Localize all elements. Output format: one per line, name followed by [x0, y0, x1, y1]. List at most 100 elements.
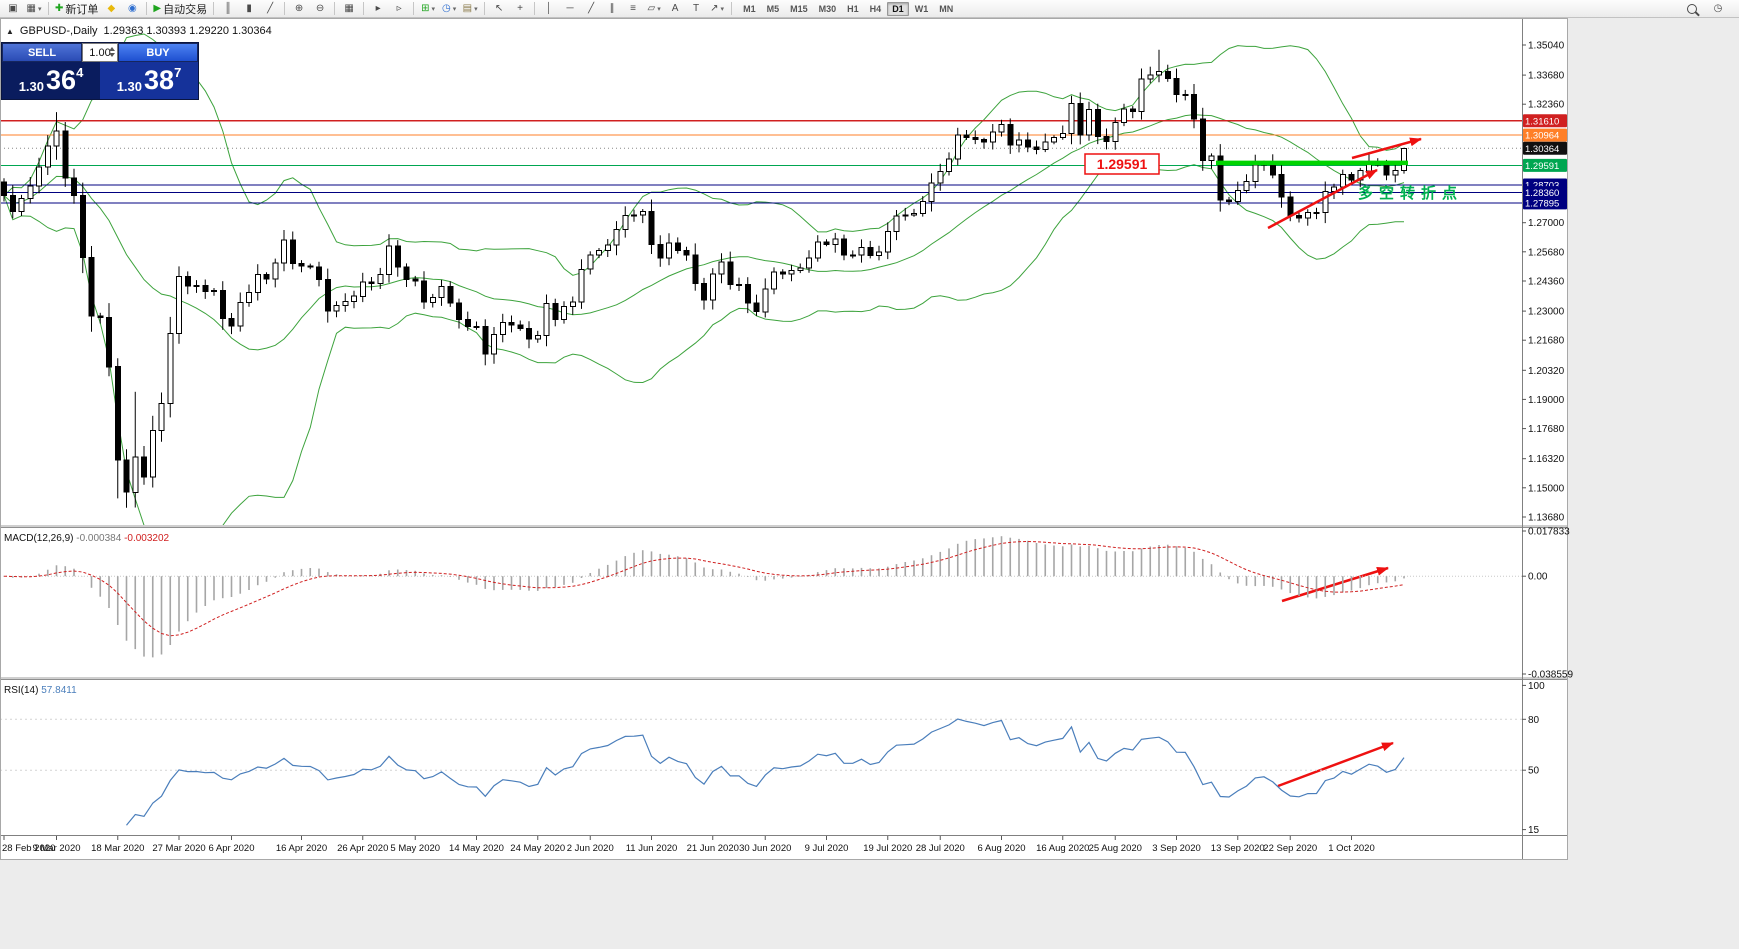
tile-windows-icon[interactable]: ▦ — [344, 3, 354, 14]
price-callout-text: 1.29591 — [1097, 156, 1148, 172]
chart-window-background — [0, 18, 1568, 860]
auto-scroll-icon[interactable]: ▸ — [375, 3, 381, 14]
candle-body — [928, 182, 935, 203]
sell-price-display[interactable]: 1.30 36 4 — [2, 62, 100, 99]
candle-body — [823, 241, 830, 246]
price-badge-1.30964 — [1523, 128, 1567, 142]
chart-shift-icon[interactable]: ▹ — [396, 3, 402, 14]
timeframe-m1[interactable]: M1 — [743, 3, 756, 14]
quick-nav-icon[interactable]: ◷ — [1713, 3, 1723, 14]
candle-body — [858, 246, 865, 256]
pane-splitter[interactable] — [0, 677, 1568, 680]
price-axis[interactable]: 1.35040 1.33680 1.32360 1.27000 1.25680 1.243… — [1522, 41, 1573, 837]
timeframe-m5[interactable]: M5 — [766, 3, 780, 14]
price-axis-label: 1.35040 — [1528, 41, 1565, 52]
candle-body — [902, 214, 909, 217]
arrows-tool-icon[interactable]: ↗ ▾ — [710, 3, 725, 14]
trade-panel-prices-row: 1.30 36 4 1.30 38 7 — [2, 62, 198, 99]
cursor-icon[interactable]: ↖ — [494, 3, 504, 14]
pane-splitter[interactable] — [0, 525, 1568, 528]
timeframe-d1[interactable]: D1 — [887, 1, 909, 16]
autotrading-button[interactable]: ▶ 自动交易 — [153, 3, 208, 16]
price-badge-text: 1.30964 — [1525, 131, 1559, 142]
buy-price-display[interactable]: 1.30 38 7 — [100, 62, 198, 99]
toolbar-right-group: ◷ — [1682, 1, 1736, 16]
candle-body — [1243, 180, 1250, 191]
trend-arrow-main[interactable] — [1267, 168, 1378, 230]
macd-axis-label: 0.00 — [1528, 572, 1548, 583]
new-order-button[interactable]: ✚ 新订单 — [55, 3, 99, 16]
vertical-line-icon[interactable]: │ — [545, 3, 553, 14]
crosshair-icon[interactable]: + — [517, 3, 524, 14]
price-axis-label: 1.19000 — [1528, 395, 1565, 406]
candle-body — [1313, 212, 1320, 214]
rsi-trend-arrow[interactable] — [1277, 741, 1394, 788]
candle-body — [36, 166, 42, 187]
candle-body — [1278, 174, 1285, 198]
trendline-icon[interactable]: ╱ — [588, 3, 595, 14]
candlestick-chart-icon[interactable]: ▮ — [246, 3, 252, 14]
candle-body — [62, 130, 69, 179]
candle-body — [954, 134, 961, 160]
candle-body — [44, 145, 51, 168]
toolbar-separator — [363, 2, 365, 15]
bollinger-middle-band — [3, 114, 1405, 351]
turning-point-note[interactable]: 多空转折点 — [1358, 184, 1463, 202]
lot-spinner[interactable] — [109, 47, 115, 57]
timeframe-m15[interactable]: M15 — [790, 3, 808, 14]
collapse-triangle-icon[interactable]: ▲ — [6, 26, 14, 36]
candle-body — [333, 305, 340, 312]
horizontal-line-icon[interactable]: ─ — [566, 3, 574, 14]
symbol-search-icon[interactable] — [1682, 1, 1702, 16]
periods-icon[interactable]: ◷ ▾ — [441, 3, 457, 14]
chart-profiles-icon[interactable]: ▦ ▾ — [26, 3, 42, 14]
templates-icon[interactable]: ▤ ▾ — [462, 3, 478, 14]
candle-body — [814, 241, 821, 259]
candle-body — [1208, 155, 1215, 161]
candle-body — [368, 281, 375, 284]
time-axis-label: 14 May 2020 — [449, 843, 504, 854]
timeframe-w1[interactable]: W1 — [914, 3, 929, 14]
candle-body — [412, 278, 419, 282]
candle-body — [587, 254, 594, 270]
timeframe-h1[interactable]: H1 — [847, 3, 859, 14]
zoom-in-icon[interactable]: ⊕ — [294, 3, 304, 14]
new-chart-icon[interactable]: ▣ — [8, 3, 18, 14]
lot-increase-icon[interactable] — [109, 47, 115, 51]
lot-decrease-icon[interactable] — [109, 53, 115, 57]
indicators-icon[interactable]: ⊞ ▾ — [421, 3, 436, 14]
buy-button[interactable]: BUY — [118, 43, 198, 62]
price-callout-box[interactable] — [1084, 153, 1160, 175]
toolbar-separator — [146, 2, 148, 15]
candle-body — [1182, 94, 1189, 96]
time-axis-label: 30 Jun 2020 — [739, 843, 791, 854]
candle-body — [1331, 186, 1337, 192]
timeframe-h4[interactable]: H4 — [869, 3, 882, 14]
time-axis-label: 6 Aug 2020 — [977, 843, 1025, 854]
line-chart-icon[interactable]: ╱ — [267, 3, 274, 14]
macd-signal-line — [3, 540, 1405, 637]
fibonacci-icon[interactable]: ≡ — [630, 3, 637, 14]
sell-button[interactable]: SELL — [2, 43, 82, 62]
bar-chart-icon[interactable]: ║ — [224, 3, 232, 14]
lot-size-field[interactable]: 1.00 — [82, 43, 118, 62]
timeframe-m30[interactable]: M30 — [818, 3, 837, 14]
zoom-out-icon[interactable]: ⊖ — [315, 3, 325, 14]
candle-body — [727, 261, 734, 285]
text-label-icon[interactable]: T — [693, 3, 700, 14]
time-axis-label: 19 Jul 2020 — [863, 843, 912, 854]
one-click-trading-panel: SELL 1.00 BUY 1.30 36 4 1.30 38 7 — [1, 42, 199, 100]
community-icon[interactable]: ◉ — [128, 3, 137, 14]
candle-body — [106, 317, 112, 368]
candle-body — [1191, 94, 1197, 120]
price-axis-label: 1.13680 — [1528, 513, 1565, 524]
metaeditor-icon[interactable]: ◆ — [107, 3, 116, 14]
timeframe-mn[interactable]: MN — [939, 3, 954, 14]
equidistant-channel-icon[interactable]: ∥ — [609, 3, 615, 14]
candle-body — [438, 286, 445, 298]
breakout-arrow-main[interactable] — [1351, 137, 1422, 160]
candle-body — [473, 325, 480, 328]
text-icon[interactable]: A — [671, 3, 679, 14]
shapes-icon[interactable]: ▱ ▾ — [647, 3, 661, 14]
